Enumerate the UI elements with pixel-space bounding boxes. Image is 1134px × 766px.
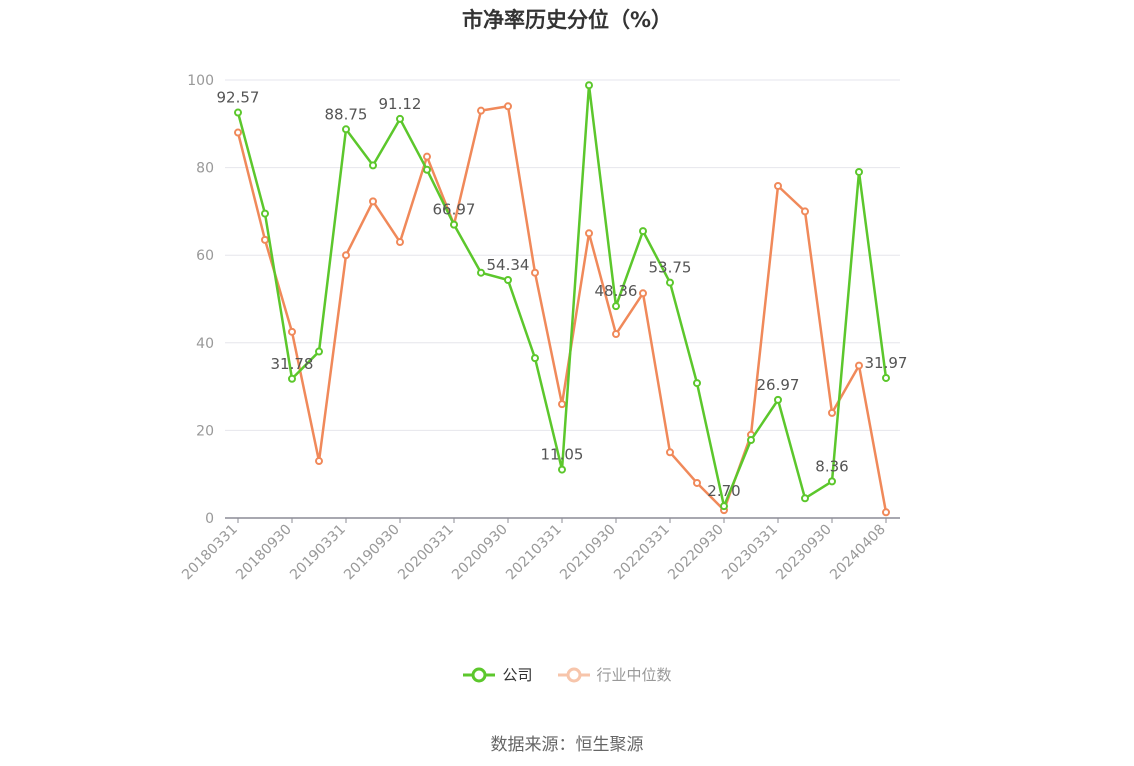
x-tick-label: 20200930 [449, 522, 511, 584]
data-point-industry-median [234, 128, 242, 137]
data-point-industry-median [828, 408, 836, 417]
data-label: 48.36 [595, 282, 638, 300]
data-point-company [828, 477, 836, 486]
data-point-industry-median [693, 478, 701, 487]
x-tick-label: 20230930 [773, 522, 835, 584]
data-label: 88.75 [325, 105, 368, 123]
data-point-industry-median [585, 229, 593, 238]
data-label: 8.36 [815, 457, 848, 475]
data-point-company [504, 275, 512, 284]
data-point-industry-median [288, 327, 296, 336]
legend-company-marker-icon [463, 667, 496, 682]
y-tick-label: 60 [196, 248, 214, 264]
data-label: 31.97 [865, 354, 908, 372]
data-point-company [855, 167, 863, 176]
data-point-industry-median [801, 207, 809, 216]
data-point-company [558, 465, 566, 474]
data-label: 26.97 [757, 376, 800, 394]
x-tick-label: 20180331 [179, 522, 241, 584]
x-tick-label: 20230331 [719, 522, 781, 584]
data-point-company [747, 436, 755, 445]
data-point-company [369, 161, 377, 170]
data-point-company [477, 268, 485, 277]
y-tick-label: 100 [187, 73, 214, 89]
x-tick-label: 20210331 [503, 522, 565, 584]
data-point-company [396, 114, 404, 123]
x-tick-label: 20190930 [341, 522, 403, 584]
data-point-industry-median [261, 235, 269, 244]
data-point-company [261, 209, 269, 218]
data-point-company [639, 227, 647, 236]
legend-industry-marker-icon [557, 667, 590, 682]
data-point-company [423, 165, 431, 174]
data-point-company [315, 347, 323, 356]
chart-title: 市净率历史分位（%） [461, 8, 673, 32]
data-label: 31.78 [271, 355, 314, 373]
legend-label-company: 公司 [502, 666, 533, 684]
x-tick-label: 20220331 [611, 522, 673, 584]
data-label: 66.97 [433, 201, 476, 219]
x-tick-label: 20220930 [665, 522, 727, 584]
y-tick-label: 0 [205, 511, 214, 527]
data-label: 91.12 [379, 95, 422, 113]
series-line-company [236, 84, 888, 508]
data-label: 92.57 [217, 89, 260, 107]
data-label: 2.70 [707, 482, 740, 500]
x-tick-label: 20200331 [395, 522, 457, 584]
data-point-company [450, 220, 458, 229]
data-point-industry-median [369, 197, 377, 206]
x-tick-label: 20210930 [557, 522, 619, 584]
x-tick-label: 20190331 [287, 522, 349, 584]
data-point-industry-median [477, 106, 485, 115]
legend-item-industry-median[interactable]: 行业中位数 [557, 664, 672, 685]
legend-item-company[interactable]: 公司 [462, 664, 533, 685]
x-tick-label: 20240408 [827, 522, 889, 584]
data-label: 11.05 [541, 446, 584, 464]
source-note: 数据来源：恒生聚源 [490, 735, 644, 755]
data-point-company [774, 395, 782, 404]
data-point-company [720, 502, 728, 511]
data-point-industry-median [639, 289, 647, 298]
data-point-industry-median [774, 181, 782, 190]
data-label: 53.75 [649, 259, 692, 277]
data-label: 54.34 [487, 256, 530, 274]
data-point-industry-median [666, 448, 674, 457]
data-point-industry-median [396, 238, 404, 247]
data-point-company [666, 278, 674, 287]
legend: 公司 行业中位数 [0, 664, 1134, 685]
data-point-company [585, 81, 593, 90]
data-point-company [342, 125, 350, 134]
data-point-industry-median [855, 361, 863, 370]
data-point-company [693, 379, 701, 388]
data-point-industry-median [531, 268, 539, 277]
data-point-company [288, 374, 296, 383]
data-point-industry-median [315, 457, 323, 466]
data-point-industry-median [612, 330, 620, 339]
legend-label-industry-median: 行业中位数 [596, 666, 672, 684]
data-point-industry-median [504, 102, 512, 111]
y-tick-label: 40 [196, 336, 214, 352]
data-point-company [801, 494, 809, 503]
data-point-company [531, 354, 539, 363]
data-point-industry-median [882, 508, 890, 517]
y-tick-label: 80 [196, 161, 214, 177]
x-tick-label: 20180930 [233, 522, 295, 584]
data-point-company [234, 108, 242, 117]
data-point-industry-median [423, 152, 431, 161]
data-point-company [612, 302, 620, 311]
data-point-company [882, 373, 890, 382]
y-tick-label: 20 [196, 423, 214, 439]
data-point-industry-median [558, 400, 566, 409]
data-point-industry-median [342, 251, 350, 260]
